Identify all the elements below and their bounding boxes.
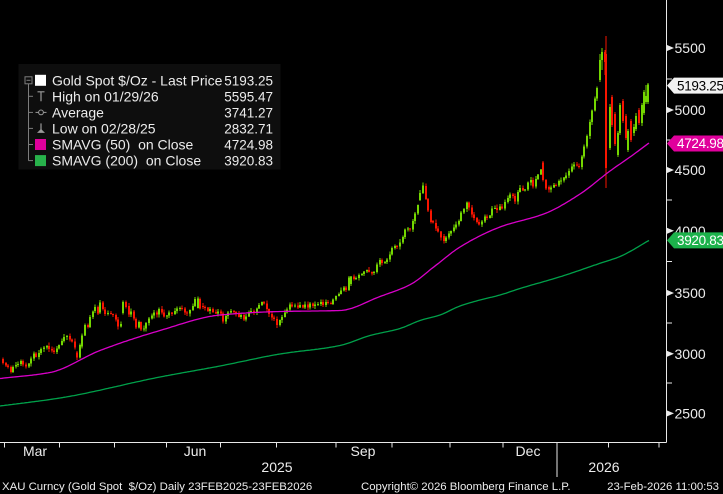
svg-text:5000: 5000 [675,102,706,118]
svg-text:SMAVG (50) on Close: SMAVG (50) on Close [52,137,194,153]
svg-text:5193.25: 5193.25 [224,73,273,88]
svg-text:4724.98: 4724.98 [224,138,273,153]
svg-text:Mar: Mar [23,443,47,459]
svg-text:5193.25: 5193.25 [677,78,723,93]
svg-text:Copyright© 2026 Bloomberg Fina: Copyright© 2026 Bloomberg Finance L.P. [361,481,571,493]
svg-text:Gold Spot $/Oz - Last Price: Gold Spot $/Oz - Last Price [52,72,223,88]
svg-text:Average: Average [52,104,104,120]
svg-text:2026: 2026 [588,459,619,475]
svg-text:3920.83: 3920.83 [224,154,273,169]
svg-text:3000: 3000 [675,346,706,362]
svg-text:3920.83: 3920.83 [677,233,723,248]
svg-text:2500: 2500 [675,405,706,421]
svg-text:3500: 3500 [675,285,706,301]
svg-text:Sep: Sep [351,443,376,459]
svg-text:Low on 02/28/25: Low on 02/28/25 [52,120,156,136]
svg-text:2025: 2025 [261,459,292,475]
svg-text:2832.71: 2832.71 [224,121,273,136]
svg-text:Jun: Jun [184,443,207,459]
svg-text:23-Feb-2026 11:00:53: 23-Feb-2026 11:00:53 [607,481,719,493]
svg-text:4500: 4500 [675,162,706,178]
svg-text:Dec: Dec [516,443,541,459]
svg-text:3741.27: 3741.27 [224,105,273,120]
svg-text:5595.47: 5595.47 [224,89,273,104]
svg-text:4724.98: 4724.98 [677,136,723,151]
svg-text:XAU Curncy (Gold Spot $/Oz) D: XAU Curncy (Gold Spot $/Oz) Daily 23FEB2… [2,481,312,493]
svg-text:High on 01/29/26: High on 01/29/26 [52,88,159,104]
svg-text:SMAVG (200) on Close: SMAVG (200) on Close [52,153,201,169]
svg-text:5500: 5500 [675,40,706,56]
